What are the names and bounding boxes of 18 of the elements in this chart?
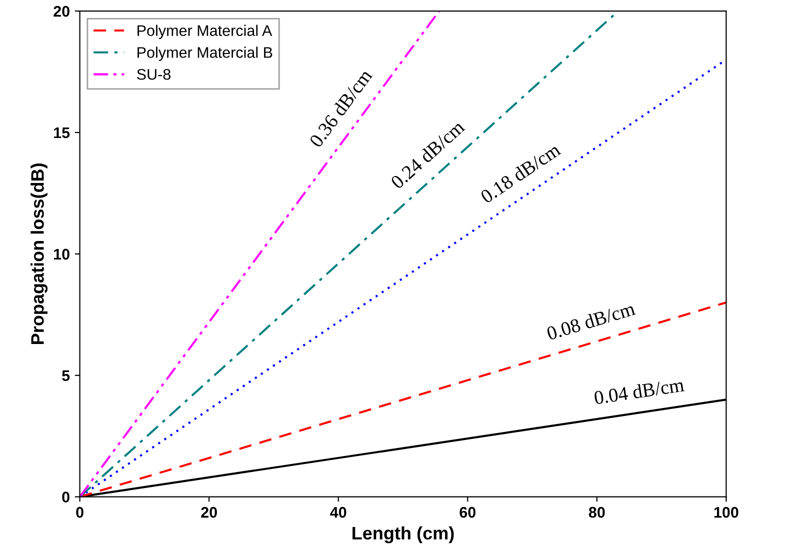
y-tick-label: 20 xyxy=(54,6,70,17)
y-tick-label: 10 xyxy=(54,248,70,260)
y-tick-label: 15 xyxy=(54,128,70,138)
x-tick-label: 80 xyxy=(588,506,605,518)
x-tick-label: 100 xyxy=(714,506,738,518)
y-axis-title: Propagation loss(dB) xyxy=(30,164,48,344)
x-tick-label: 20 xyxy=(201,506,217,518)
x-tick-label: 40 xyxy=(330,506,346,518)
legend-label: SU-8 xyxy=(137,68,170,80)
annotation: 0.08 dB/cm xyxy=(546,301,636,340)
legend-label: Polymer Matercial B xyxy=(138,46,272,61)
y-tick-label: 5 xyxy=(62,370,70,382)
x-axis-title: Length (cm) xyxy=(352,526,454,544)
x-tick-label: 60 xyxy=(460,506,476,518)
x-tick-label: 0 xyxy=(76,506,84,518)
annotation: 0.04 dB/cm xyxy=(594,378,685,405)
y-tick-label: 0 xyxy=(62,492,70,502)
legend-label: Polymer Matercial A xyxy=(138,24,272,40)
